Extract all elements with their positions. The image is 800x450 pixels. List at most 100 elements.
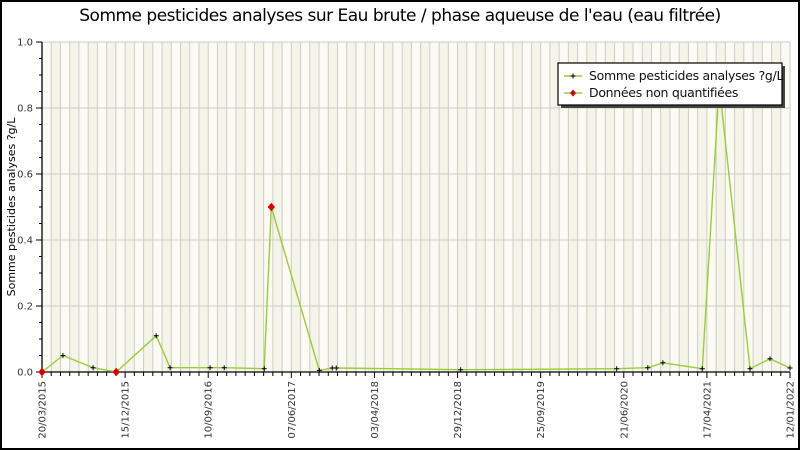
chart-title: Somme pesticides analyses sur Eau brute …	[79, 6, 721, 26]
x-tick-label: 03/04/2018	[370, 381, 381, 439]
plot-background-band	[42, 42, 52, 372]
plot-background-band	[771, 42, 781, 372]
plot-background-band	[743, 42, 754, 372]
x-tick-label: 07/06/2017	[287, 381, 298, 439]
data-point-marker	[261, 366, 267, 372]
plot-background-band	[60, 42, 70, 372]
legend-box	[557, 62, 783, 106]
plot-background-band	[429, 42, 440, 372]
x-tick-label: 15/12/2015	[121, 381, 132, 439]
plot-background-band	[679, 42, 689, 372]
plot-background-band	[152, 42, 163, 372]
plot-background-band	[134, 42, 144, 372]
data-point-marker	[167, 365, 173, 371]
plot-background-band	[78, 42, 89, 372]
plot-background-band	[365, 42, 375, 372]
data-point-marker	[699, 366, 705, 372]
plot-background-band	[660, 42, 670, 372]
non-quantified-marker	[112, 367, 120, 377]
plot-background-band	[439, 42, 449, 372]
plot-background-band	[568, 42, 578, 372]
plot-background-band	[522, 42, 532, 372]
x-tick-label: 29/12/2018	[453, 381, 464, 439]
plot-background-band	[374, 42, 384, 372]
plot-background-band	[383, 42, 393, 372]
plot-background-band	[476, 42, 486, 372]
data-point-marker	[787, 365, 793, 371]
data-point-marker	[767, 356, 773, 362]
plot-background-band	[254, 42, 264, 372]
plot-background-band	[559, 42, 569, 372]
plot-background-band	[51, 42, 61, 372]
plot-background-band	[780, 42, 790, 372]
plot-background-band	[346, 42, 356, 372]
y-axis-title: Somme pesticides analyses ?g/L	[5, 117, 18, 297]
plot-background-band	[291, 42, 301, 372]
plot-background-band	[402, 42, 412, 372]
plot-background-band	[688, 42, 698, 372]
plot-background-band	[235, 42, 246, 372]
data-point-marker	[153, 333, 159, 339]
x-tick-label: 10/09/2016	[204, 381, 215, 439]
x-tick-label: 17/04/2021	[702, 381, 713, 439]
plot-background-band	[180, 42, 190, 372]
legend-red-diamond-icon	[570, 89, 576, 97]
plot-background-band	[282, 42, 292, 372]
legend-item-label: Données non quantifiées	[589, 85, 738, 100]
plot-background-band	[189, 42, 199, 372]
plot-background-band	[633, 42, 643, 372]
data-point-marker	[333, 365, 339, 371]
plot-background-band	[143, 42, 153, 372]
data-point-marker	[221, 365, 227, 371]
plot-background-band	[411, 42, 421, 372]
data-point-marker	[660, 360, 666, 366]
plot-background-band	[245, 42, 255, 372]
x-tick-label: 25/09/2019	[536, 381, 547, 439]
plot-background-band	[725, 42, 735, 372]
plot-background-band	[328, 42, 338, 372]
x-tick-label: 21/06/2020	[619, 381, 630, 439]
plot-background-band	[337, 42, 347, 372]
data-point-marker	[316, 367, 322, 373]
y-tick-label: 0.0	[17, 368, 33, 379]
plot-background-band	[125, 42, 135, 372]
plot-background-band	[753, 42, 763, 372]
data-point-marker	[645, 365, 651, 371]
plot-background-band	[734, 42, 744, 372]
plot-background-band	[319, 42, 329, 372]
data-point-marker	[747, 366, 753, 372]
plot-background-band	[457, 42, 467, 372]
plot-background-band	[623, 42, 634, 372]
plot-background-band	[69, 42, 79, 372]
plot-background-band	[355, 42, 366, 372]
data-point-marker	[458, 367, 464, 373]
plot-background-band	[614, 42, 624, 372]
data-line	[41, 84, 791, 373]
plot-background-band	[300, 42, 310, 372]
plot-background-band	[171, 42, 181, 372]
y-tick-label: 1.0	[17, 38, 33, 49]
y-tick-label: 0.2	[17, 302, 33, 313]
plot-background-band	[115, 42, 126, 372]
plot-background-band	[309, 42, 320, 372]
plot-background-band	[512, 42, 523, 372]
plot-background-band	[605, 42, 615, 372]
plot-background-band	[586, 42, 597, 372]
x-tick-label: 20/03/2015	[38, 381, 49, 439]
plot-background-band	[217, 42, 227, 372]
plot-background-band	[198, 42, 209, 372]
data-point-marker	[614, 366, 620, 372]
plot-background-band	[208, 42, 218, 372]
x-tick-label: 12/01/2022	[786, 381, 797, 439]
plot-background-band	[420, 42, 430, 372]
plot-background-band	[503, 42, 513, 372]
plot-background-band	[642, 42, 652, 372]
y-tick-label: 0.6	[17, 170, 33, 181]
plot-background-band	[549, 42, 560, 372]
plot-background-band	[97, 42, 107, 372]
plot-background-band	[392, 42, 403, 372]
plot-background-band	[162, 42, 172, 372]
plot-background-band	[651, 42, 661, 372]
plot-background-band	[531, 42, 541, 372]
